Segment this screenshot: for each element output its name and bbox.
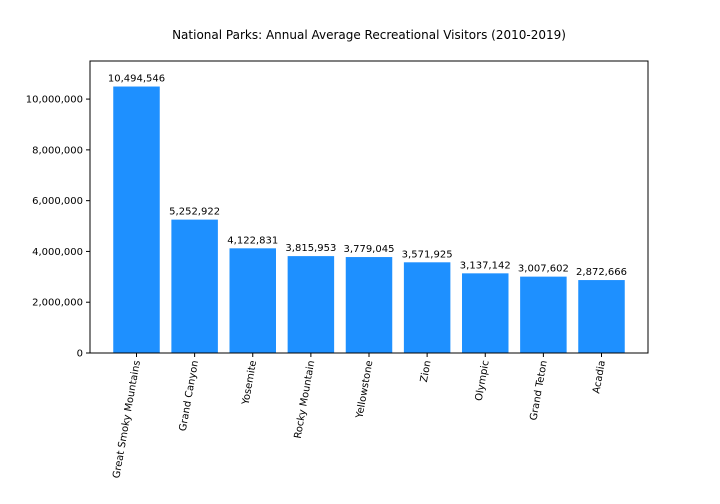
x-tick-label: Rocky Mountain: [293, 360, 318, 440]
y-tick-label: 6,000,000: [32, 196, 83, 207]
x-tick-label: Great Smoky Mountains: [111, 360, 143, 480]
y-tick-label: 2,000,000: [32, 298, 83, 309]
x-tick-label: Zion: [419, 360, 434, 384]
x-tick-label: Acadia: [591, 360, 608, 395]
data-label: 5,252,922: [169, 207, 220, 218]
chart-title: National Parks: Annual Average Recreatio…: [172, 28, 566, 42]
bar-grand-teton: [520, 276, 567, 353]
bar-great-smoky-mountains: [113, 86, 160, 353]
bar-olympic: [462, 273, 509, 353]
data-label: 4,122,831: [227, 235, 278, 246]
bar-grand-canyon: [171, 219, 218, 353]
bar-zion: [403, 262, 451, 353]
data-label: 3,571,925: [402, 249, 453, 260]
y-axis: 0 2,000,000 4,000,000 6,000,000 8,000,000 10,…: [26, 95, 90, 360]
x-tick-label: Yellowstone: [354, 360, 375, 421]
x-axis: Great Smoky Mountains Grand Canyon Yosemit…: [111, 353, 608, 479]
x-tick-label: Grand Canyon: [178, 360, 201, 433]
x-tick-label: Olympic: [474, 360, 492, 402]
plot-frame: [89, 60, 649, 354]
bar-yosemite: [229, 248, 276, 353]
data-label: 3,007,602: [518, 264, 569, 275]
x-tick-label: Grand Teton: [528, 360, 549, 422]
y-tick-label: 4,000,000: [32, 247, 83, 258]
bar-acadia: [578, 280, 625, 353]
y-tick-label: 0: [77, 349, 83, 360]
data-label: 3,815,953: [285, 243, 336, 254]
y-tick-label: 8,000,000: [32, 145, 83, 156]
data-label: 3,779,045: [344, 244, 395, 255]
bars: [113, 86, 625, 353]
y-tick-label: 10,000,000: [26, 95, 83, 106]
x-tick-label: Yosemite: [240, 360, 259, 407]
data-labels: 10,494,546 5,252,922 4,122,831 3,815,953 3,7…: [108, 74, 627, 279]
data-label: 10,494,546: [108, 74, 165, 85]
bar-yellowstone: [345, 257, 393, 353]
bar-rocky-mountain: [287, 256, 335, 353]
data-label: 3,137,142: [460, 260, 511, 271]
data-label: 2,872,666: [576, 267, 627, 278]
